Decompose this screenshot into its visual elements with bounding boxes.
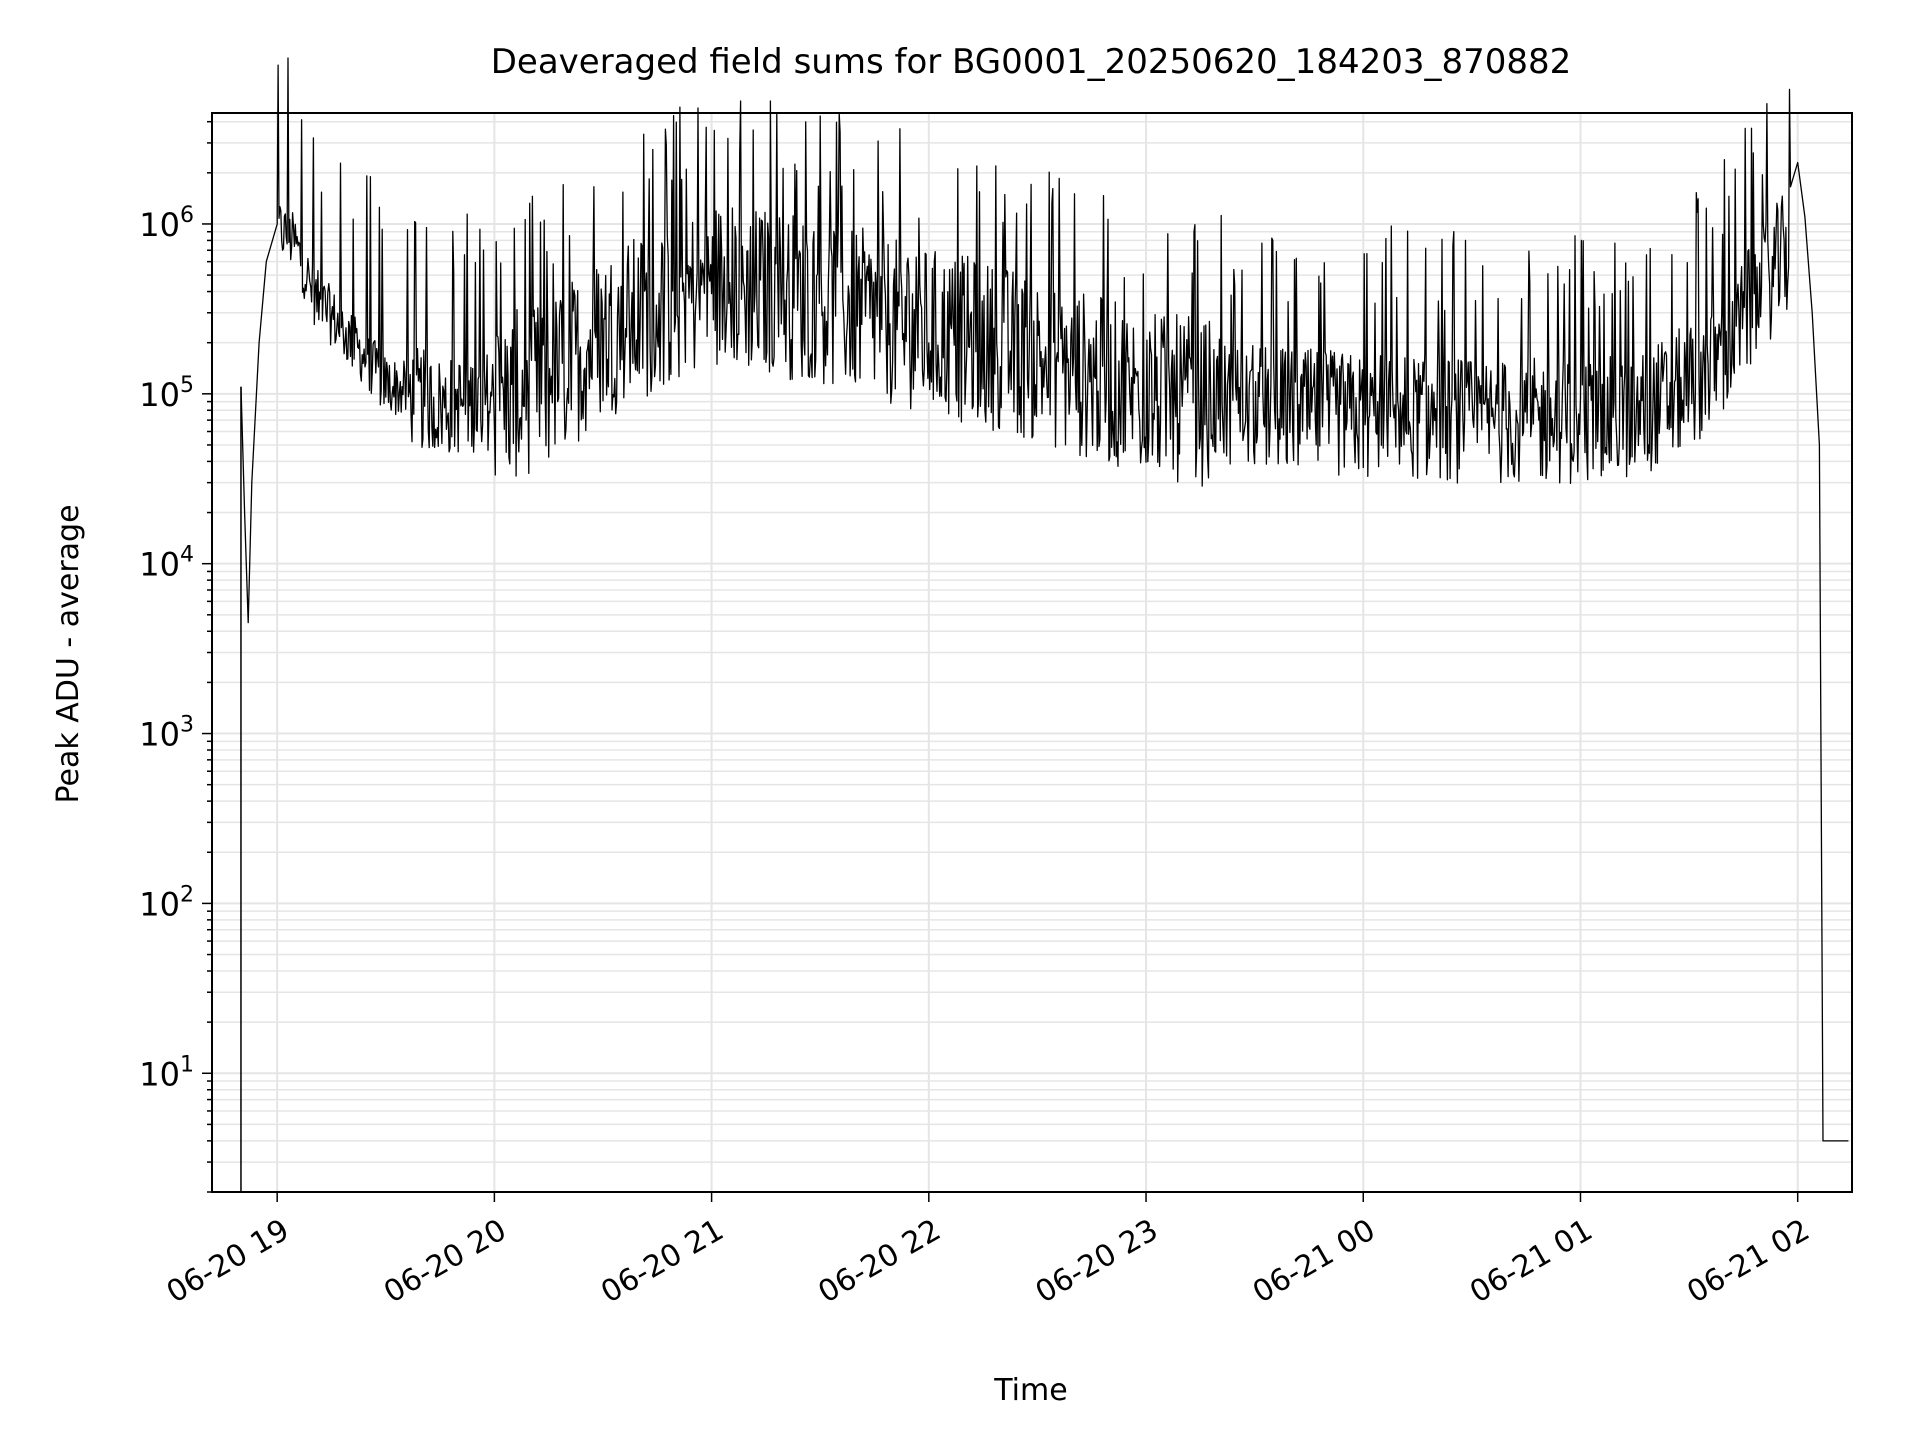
series-line xyxy=(240,57,1849,1142)
chart-title: Deaveraged field sums for BG0001_2025062… xyxy=(491,42,1572,82)
y-tick-label: 105 xyxy=(139,373,194,414)
y-tick-label: 103 xyxy=(139,713,194,754)
y-tick-label: 101 xyxy=(139,1052,194,1093)
y-tick-label: 104 xyxy=(139,543,194,584)
grid-layer xyxy=(212,113,1852,1193)
y-tick-label: 102 xyxy=(139,882,194,923)
y-axis-label: Peak ADU - average xyxy=(51,504,86,803)
x-axis-label: Time xyxy=(993,1373,1067,1408)
y-tick-label: 106 xyxy=(139,203,194,244)
data-layer xyxy=(240,57,1849,1192)
